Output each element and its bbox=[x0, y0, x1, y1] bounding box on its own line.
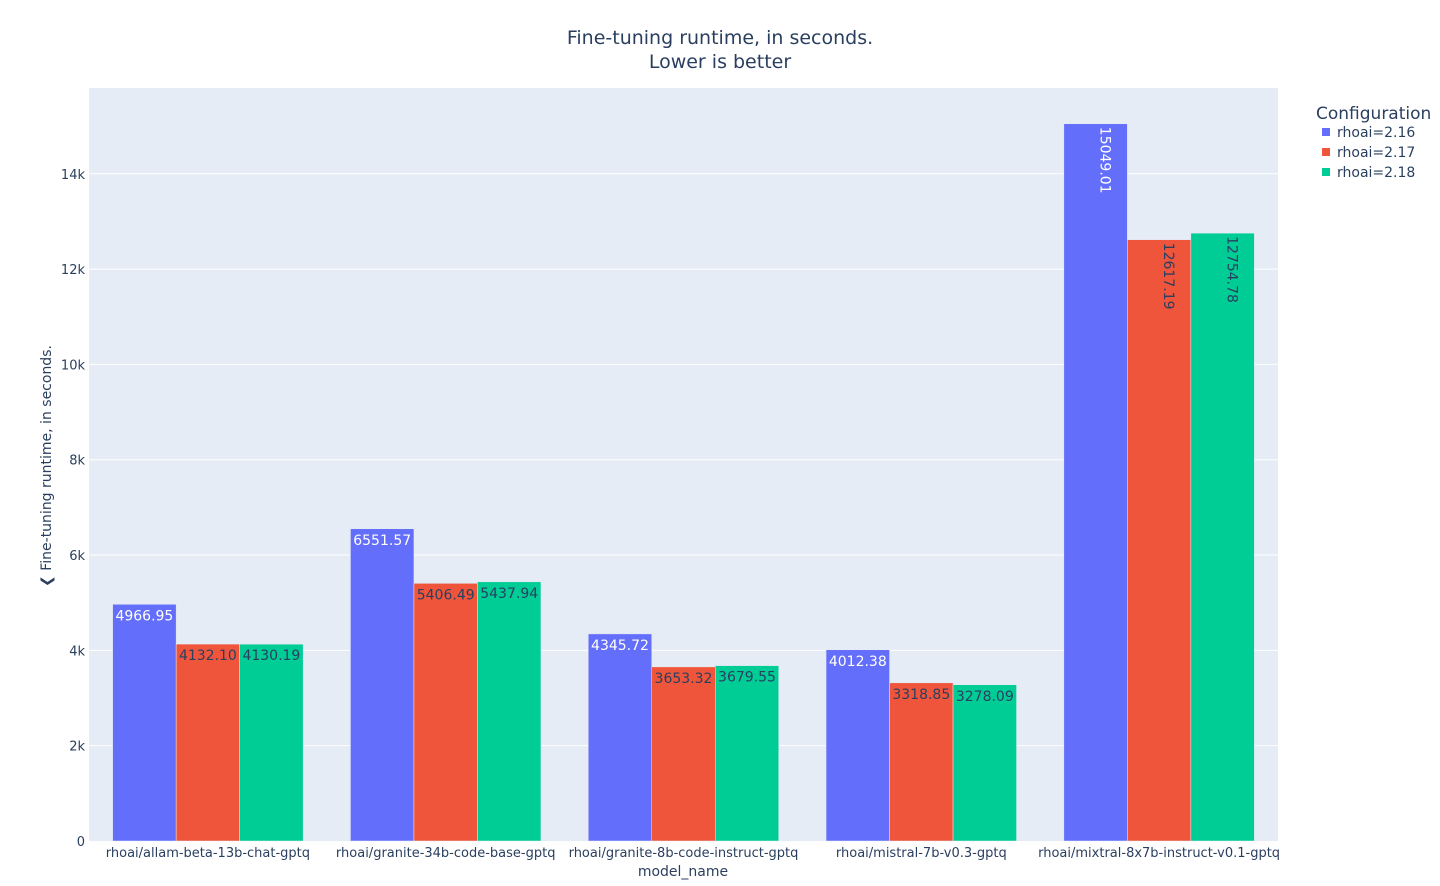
bar-rhoai=2.18-1 bbox=[477, 581, 542, 842]
bar-labels: 4966.95 4132.10 4130.19 6551.57 5406.49 5437.… bbox=[115, 127, 1239, 705]
bar-rhoai=2.18-4 bbox=[1190, 232, 1255, 842]
x-axis-title: model_name bbox=[638, 864, 728, 880]
y-tick-label: 6k bbox=[69, 549, 85, 564]
legend-label: rhoai=2.17 bbox=[1337, 145, 1415, 161]
bar-rhoai=2.17-3 bbox=[889, 682, 954, 842]
bar-value-label: 3278.09 bbox=[956, 689, 1014, 705]
chart-subtitle: Lower is better bbox=[649, 51, 792, 73]
legend-swatch bbox=[1322, 168, 1330, 176]
bar-rhoai=2.16-0 bbox=[112, 604, 177, 842]
y-tick-label: 0 bbox=[77, 835, 85, 850]
bar-value-label: 5406.49 bbox=[417, 587, 475, 603]
legend-label: rhoai=2.18 bbox=[1337, 165, 1415, 181]
x-axis-ticks: rhoai/allam-beta-13b-chat-gptq rhoai/gran… bbox=[106, 846, 1280, 861]
bar-rhoai=2.17-4 bbox=[1127, 239, 1192, 842]
bar-value-label: 6551.57 bbox=[353, 533, 411, 549]
legend-swatch bbox=[1322, 128, 1330, 136]
y-tick-label: 4k bbox=[69, 644, 85, 659]
legend: Configuration rhoai=2.16rhoai=2.17rhoai=… bbox=[1316, 104, 1431, 181]
y-axis-ticks: 0 2k 4k 6k 8k 10k 12k 14k bbox=[61, 168, 86, 850]
x-tick-label: rhoai/mixtral-8x7b-instruct-v0.1-gptq bbox=[1038, 846, 1280, 861]
bar-value-label: 3679.55 bbox=[718, 670, 776, 686]
x-tick-label: rhoai/allam-beta-13b-chat-gptq bbox=[106, 846, 310, 861]
y-tick-label: 2k bbox=[69, 740, 85, 755]
bar-value-label: 12617.19 bbox=[1160, 243, 1176, 310]
x-tick-label: rhoai/mistral-7b-v0.3-gptq bbox=[836, 846, 1007, 861]
bar-rhoai=2.16-4 bbox=[1063, 123, 1128, 842]
bar-rhoai=2.17-1 bbox=[413, 583, 478, 842]
bar-rhoai=2.18-2 bbox=[715, 665, 779, 842]
bar-rhoai=2.16-1 bbox=[350, 528, 415, 842]
bar-value-label: 3318.85 bbox=[892, 687, 950, 703]
bar-rhoai=2.17-0 bbox=[175, 643, 240, 842]
y-tick-label: 10k bbox=[61, 358, 86, 373]
bar-value-label: 5437.94 bbox=[480, 586, 538, 602]
bar-value-label: 4130.19 bbox=[242, 648, 300, 664]
bar-rhoai=2.17-2 bbox=[651, 666, 716, 842]
bar-rhoai=2.18-3 bbox=[952, 684, 1017, 842]
bar-value-label: 4345.72 bbox=[591, 638, 649, 654]
y-tick-label: 12k bbox=[61, 263, 86, 278]
bar-rhoai=2.16-2 bbox=[588, 633, 652, 842]
bars bbox=[112, 123, 1255, 842]
bar-value-label: 4966.95 bbox=[115, 608, 173, 624]
bar-value-label: 15049.01 bbox=[1097, 127, 1113, 194]
legend-label: rhoai=2.16 bbox=[1337, 125, 1415, 141]
chart-title: Fine-tuning runtime, in seconds. bbox=[567, 27, 873, 49]
y-axis-title: ❮ Fine-tuning runtime, in seconds. bbox=[39, 345, 55, 587]
bar-rhoai=2.16-3 bbox=[825, 649, 890, 842]
bar-value-label: 4132.10 bbox=[179, 648, 237, 664]
legend-items: rhoai=2.16 rhoai=2.17 rhoai=2.18 bbox=[1322, 125, 1415, 181]
bar-value-label: 3653.32 bbox=[655, 671, 713, 687]
bar-rhoai=2.18-0 bbox=[239, 643, 304, 842]
y-tick-label: 14k bbox=[61, 168, 86, 183]
x-tick-label: rhoai/granite-34b-code-base-gptq bbox=[336, 846, 556, 861]
bar-value-label: 12754.78 bbox=[1224, 236, 1240, 303]
y-tick-label: 8k bbox=[69, 454, 85, 469]
legend-title: Configuration bbox=[1316, 104, 1431, 124]
legend-swatch bbox=[1322, 148, 1330, 156]
bar-value-label: 4012.38 bbox=[829, 654, 887, 670]
x-tick-label: rhoai/granite-8b-code-instruct-gptq bbox=[569, 846, 799, 861]
